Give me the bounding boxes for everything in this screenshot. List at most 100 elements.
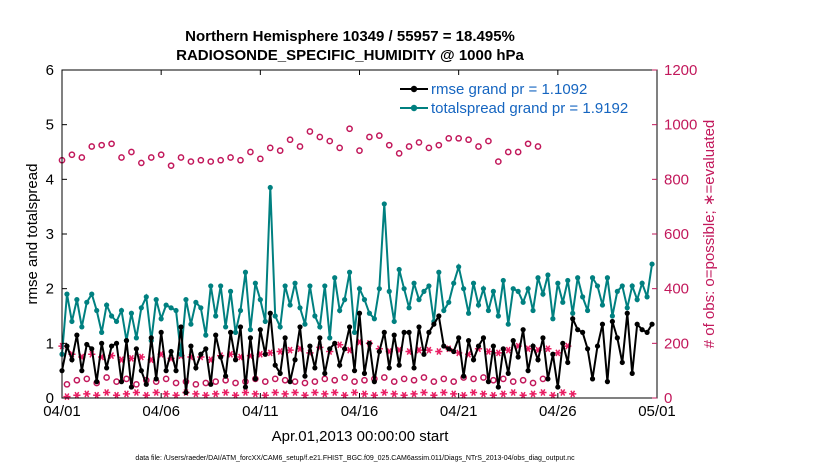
series-point bbox=[421, 351, 427, 357]
evaluated-marker bbox=[554, 349, 562, 357]
evaluated-marker bbox=[132, 389, 140, 397]
possible-marker bbox=[212, 378, 220, 385]
possible-marker bbox=[380, 374, 388, 381]
series-point bbox=[198, 305, 204, 311]
possible-marker bbox=[361, 376, 368, 384]
evaluated-marker bbox=[460, 391, 468, 399]
series-point bbox=[346, 324, 353, 330]
series-point bbox=[545, 272, 551, 278]
series-point bbox=[108, 343, 115, 349]
series-point bbox=[594, 283, 601, 289]
series-point bbox=[218, 283, 224, 289]
series-point bbox=[381, 201, 387, 207]
y2-tick-label: 400 bbox=[664, 281, 689, 298]
possible-marker bbox=[256, 155, 264, 163]
series-point bbox=[118, 307, 125, 314]
series-point bbox=[550, 316, 556, 322]
possible-marker bbox=[405, 143, 413, 150]
series-point bbox=[282, 283, 288, 289]
series-point bbox=[421, 288, 427, 294]
y-tick-label: 6 bbox=[46, 62, 54, 79]
series-point bbox=[332, 340, 338, 346]
series-point bbox=[391, 332, 397, 338]
series-point bbox=[525, 368, 531, 374]
series-point bbox=[535, 357, 541, 363]
possible-marker bbox=[351, 378, 358, 385]
series-point bbox=[99, 340, 105, 346]
evaluated-marker bbox=[336, 341, 344, 349]
evaluated-marker bbox=[544, 345, 552, 353]
series-point bbox=[267, 184, 273, 191]
series-point bbox=[356, 286, 363, 292]
series-point bbox=[451, 348, 457, 355]
possible-marker bbox=[400, 375, 408, 383]
series-point bbox=[84, 341, 90, 348]
series-point bbox=[604, 275, 611, 281]
plot-frame bbox=[61, 69, 658, 399]
possible-marker bbox=[123, 375, 130, 383]
series-point bbox=[188, 321, 194, 327]
possible-marker bbox=[529, 379, 537, 387]
plot-area bbox=[58, 125, 655, 401]
x-tick-label: 04/11 bbox=[242, 403, 278, 420]
series-point bbox=[609, 318, 615, 325]
possible-marker bbox=[232, 379, 239, 387]
series-point bbox=[565, 277, 571, 284]
possible-marker bbox=[450, 378, 458, 385]
series-point bbox=[431, 321, 437, 327]
evaluated-marker bbox=[559, 389, 567, 397]
evaluated-marker bbox=[469, 389, 478, 397]
series-point bbox=[223, 324, 229, 330]
x-tick-label: 04/06 bbox=[142, 403, 180, 420]
legend-box bbox=[397, 78, 651, 118]
possible-marker bbox=[202, 379, 210, 387]
series-point bbox=[465, 338, 472, 344]
series-point bbox=[589, 376, 596, 382]
y-tick-label: 5 bbox=[46, 117, 54, 134]
series-point bbox=[475, 302, 482, 308]
series-point bbox=[232, 357, 239, 363]
series-point bbox=[208, 283, 214, 289]
possible-marker bbox=[291, 378, 299, 385]
possible-marker bbox=[504, 148, 512, 156]
evaluated-marker bbox=[360, 390, 369, 398]
series-point bbox=[337, 362, 343, 368]
series-point bbox=[510, 286, 516, 292]
series-point bbox=[292, 357, 298, 363]
series-point bbox=[128, 310, 135, 316]
possible-marker bbox=[465, 136, 472, 144]
series-point bbox=[520, 327, 526, 333]
series-point bbox=[575, 327, 581, 333]
series-point bbox=[580, 294, 586, 300]
series-point bbox=[376, 348, 382, 355]
evaluated-marker bbox=[231, 391, 240, 399]
evaluated-marker bbox=[549, 391, 557, 399]
series-point bbox=[485, 307, 492, 314]
y-tick-label: 0 bbox=[46, 390, 54, 407]
series-point bbox=[470, 280, 477, 286]
possible-marker bbox=[480, 374, 487, 381]
series-point bbox=[639, 280, 645, 286]
series-point bbox=[267, 310, 273, 316]
series-point bbox=[495, 384, 501, 390]
series-point bbox=[302, 321, 308, 327]
possible-marker bbox=[276, 147, 284, 154]
evaluated-marker bbox=[311, 389, 319, 397]
evaluated-marker bbox=[103, 389, 111, 397]
series-point bbox=[113, 318, 120, 325]
evaluated-marker bbox=[509, 389, 517, 397]
series-point bbox=[624, 310, 630, 316]
series-point bbox=[614, 335, 620, 341]
evaluated-marker bbox=[142, 391, 150, 399]
evaluated-marker bbox=[261, 391, 269, 399]
evaluated-marker bbox=[301, 391, 309, 399]
x-tick-label: 04/16 bbox=[341, 403, 379, 420]
possible-marker bbox=[524, 140, 532, 148]
series-possible bbox=[58, 125, 547, 388]
series-point bbox=[530, 343, 536, 349]
series-point bbox=[376, 286, 382, 292]
possible-marker bbox=[167, 162, 175, 170]
series-point bbox=[639, 327, 645, 333]
series-point bbox=[366, 340, 373, 346]
possible-marker bbox=[108, 140, 115, 148]
